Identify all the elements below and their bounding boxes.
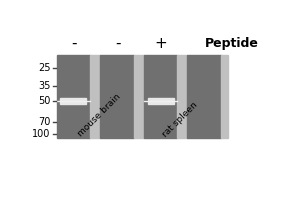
Text: -: -	[71, 36, 76, 51]
Bar	[188, 55, 221, 138]
Bar	[57, 55, 90, 138]
Bar	[145, 55, 177, 138]
Text: 25: 25	[38, 63, 50, 73]
Bar	[100, 55, 134, 138]
Text: 100: 100	[32, 129, 50, 139]
Text: rat spleen: rat spleen	[160, 100, 199, 139]
Text: +: +	[154, 36, 167, 51]
Text: -: -	[115, 36, 121, 51]
Bar	[134, 55, 145, 138]
Text: mouse brain: mouse brain	[76, 92, 123, 139]
Bar	[60, 98, 86, 104]
Bar	[177, 55, 188, 138]
Text: Peptide: Peptide	[205, 37, 259, 50]
Bar	[148, 98, 174, 104]
Text: 70: 70	[38, 117, 50, 127]
Bar	[221, 55, 228, 138]
Bar	[90, 55, 100, 138]
Text: 50: 50	[38, 96, 50, 106]
Text: 35: 35	[38, 81, 50, 91]
